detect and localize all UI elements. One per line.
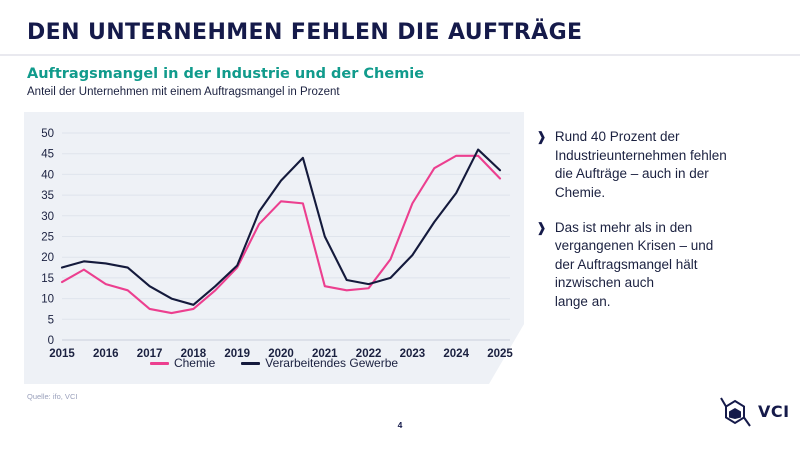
svg-text:40: 40 bbox=[41, 169, 54, 181]
list-item: ❱ Das ist mehr als in den vergangenen Kr… bbox=[536, 219, 786, 312]
legend-label-verarbeitendes-gewerbe: Verarbeitendes Gewerbe bbox=[265, 356, 399, 370]
svg-text:2024: 2024 bbox=[443, 348, 469, 360]
vci-logo: VCI bbox=[718, 392, 790, 430]
chart-x-axis-labels: 2015 2016 2017 2018 2019 2020 2021 2022 2023 2024… bbox=[49, 348, 513, 360]
bullet-arrow-icon: ❱ bbox=[536, 219, 547, 235]
bullet-text: Das ist mehr als in den vergangenen Kris… bbox=[554, 219, 714, 310]
svg-text:2016: 2016 bbox=[93, 348, 119, 360]
svg-text:0: 0 bbox=[48, 335, 54, 347]
page-title: DEN UNTERNEHMEN FEHLEN DIE AUFTRÄGE bbox=[27, 20, 583, 45]
svg-text:2020: 2020 bbox=[268, 348, 294, 360]
chart-legend: Chemie Verarbeitendes Gewerbe bbox=[24, 356, 524, 370]
svg-text:2023: 2023 bbox=[400, 348, 426, 360]
legend-item-chemie: Chemie bbox=[149, 356, 216, 370]
svg-text:2021: 2021 bbox=[312, 348, 338, 360]
hexagon-molecule-icon bbox=[720, 397, 751, 427]
svg-text:2025: 2025 bbox=[487, 348, 513, 360]
svg-text:45: 45 bbox=[41, 149, 54, 161]
chart-subtitle: Anteil der Unternehmen mit einem Auftrag… bbox=[27, 86, 340, 98]
svg-text:2022: 2022 bbox=[356, 348, 382, 360]
svg-text:50: 50 bbox=[41, 128, 54, 140]
svg-text:2017: 2017 bbox=[137, 348, 163, 360]
svg-text:5: 5 bbox=[48, 314, 54, 326]
source-note: Quelle: ifo, VCI bbox=[27, 392, 78, 401]
bullet-list: ❱ Rund 40 Prozent der Industrieunternehm… bbox=[536, 128, 786, 328]
header-divider bbox=[0, 54, 800, 56]
legend-swatch-verarbeitendes-gewerbe bbox=[241, 361, 261, 365]
svg-text:25: 25 bbox=[41, 232, 54, 244]
bullet-arrow-icon: ❱ bbox=[536, 129, 547, 144]
bullet-text: Rund 40 Prozent der Industrieunternehmen… bbox=[554, 129, 727, 200]
page-number: 4 bbox=[397, 420, 403, 430]
svg-text:15: 15 bbox=[41, 273, 54, 285]
chart-title: Auftragsmangel in der Industrie und der … bbox=[27, 66, 425, 82]
svg-text:35: 35 bbox=[41, 190, 54, 202]
svg-text:2015: 2015 bbox=[49, 348, 75, 360]
svg-text:10: 10 bbox=[41, 294, 54, 306]
svg-text:30: 30 bbox=[41, 211, 54, 223]
series-line-verarbeitendes-gewerbe bbox=[60, 148, 502, 306]
legend-label-chemie: Chemie bbox=[173, 356, 216, 370]
chart-series-lines bbox=[60, 148, 502, 315]
legend-item-verarbeitendes-gewerbe: Verarbeitendes Gewerbe bbox=[241, 356, 398, 370]
chart-panel-background bbox=[24, 112, 524, 384]
chart-y-axis-labels: 0 5 10 15 20 25 30 35 40 45 50 bbox=[41, 128, 54, 347]
svg-text:2019: 2019 bbox=[224, 348, 250, 360]
vci-logo-text: VCI bbox=[758, 401, 790, 421]
legend-swatch-chemie bbox=[149, 361, 169, 365]
series-line-chemie bbox=[60, 154, 502, 315]
list-item: ❱ Rund 40 Prozent der Industrieunternehm… bbox=[536, 128, 786, 203]
svg-text:2018: 2018 bbox=[181, 348, 207, 360]
svg-text:20: 20 bbox=[41, 252, 54, 264]
